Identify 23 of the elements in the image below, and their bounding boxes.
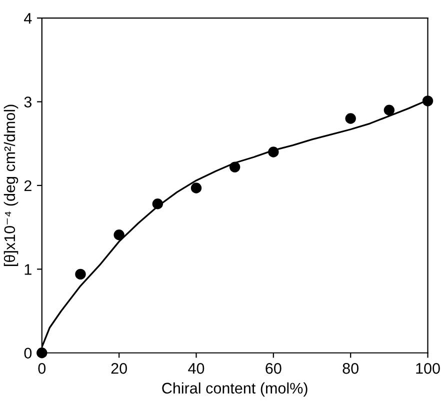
x-tick-label: 0 [38,363,46,374]
point [190,182,202,194]
x-axis-title: Chiral content (mol%) [162,382,308,397]
x-tick-label: 60 [266,363,282,374]
y-tick-label: 2 [24,180,32,191]
y-tick-label: 4 [24,13,32,24]
y-axis-title: [θ]x10⁻⁴ (deg cm²/dmol) [4,104,18,266]
y-tick-label: 1 [24,264,32,275]
x-tick-label: 20 [111,363,127,374]
x-tick-label: 100 [416,363,440,374]
point [422,96,434,106]
x-tick-label: 40 [188,363,204,374]
point [268,146,279,158]
point [384,104,395,116]
point [114,229,124,240]
y-tick-label: 3 [24,96,32,108]
point [345,113,356,124]
point [36,348,48,358]
point [75,268,86,280]
y-tick-label: 0 [24,348,32,359]
x-tick-label: 80 [342,363,358,374]
point [229,162,240,172]
point [152,198,164,210]
